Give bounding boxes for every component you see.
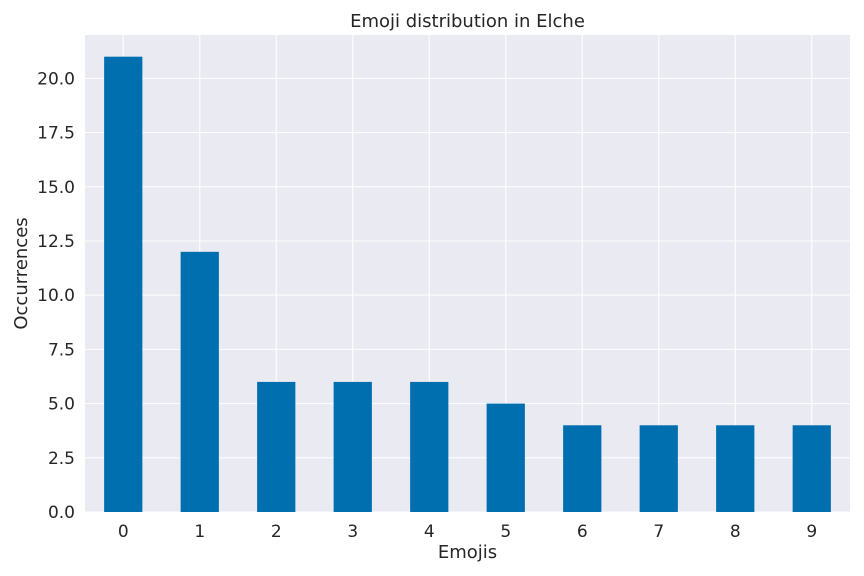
x-tick-label: 5 — [500, 522, 511, 542]
y-tick-label: 15.0 — [37, 178, 75, 198]
bar-3 — [333, 381, 372, 512]
bar-7 — [639, 425, 678, 512]
x-tick-labels: 0 1 2 3 4 5 6 7 8 9 — [118, 522, 817, 542]
chart-title: Emoji distribution in Elche — [350, 11, 585, 32]
y-tick-label: 0.0 — [48, 503, 75, 523]
y-tick-label: 17.5 — [37, 124, 75, 144]
bar-9 — [792, 425, 831, 512]
x-tick-label: 7 — [653, 522, 664, 542]
x-tick-label: 3 — [347, 522, 358, 542]
y-tick-label: 10.0 — [37, 286, 75, 306]
bar-8 — [716, 425, 755, 512]
bar-5 — [486, 403, 525, 512]
bars — [104, 56, 831, 512]
y-tick-label: 2.5 — [48, 449, 75, 469]
x-tick-label: 2 — [271, 522, 282, 542]
y-tick-label: 20.0 — [37, 69, 75, 89]
bar-1 — [180, 251, 219, 512]
x-tick-label: 6 — [577, 522, 588, 542]
x-tick-label: 0 — [118, 522, 129, 542]
bar-4 — [410, 381, 449, 512]
x-axis-label: Emojis — [438, 542, 497, 563]
bar-2 — [257, 381, 296, 512]
x-tick-label: 9 — [806, 522, 817, 542]
y-tick-labels: 0.0 2.5 5.0 7.5 10.0 12.5 15.0 17.5 20.0 — [37, 69, 75, 523]
y-tick-label: 7.5 — [48, 340, 75, 360]
y-tick-label: 12.5 — [37, 232, 75, 252]
y-axis-label: Occurrences — [11, 217, 32, 329]
x-tick-label: 8 — [730, 522, 741, 542]
x-tick-label: 1 — [194, 522, 205, 542]
y-tick-label: 5.0 — [48, 395, 75, 415]
bar-6 — [563, 425, 602, 512]
bar-0 — [104, 56, 143, 512]
x-tick-label: 4 — [424, 522, 435, 542]
